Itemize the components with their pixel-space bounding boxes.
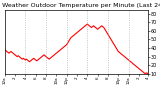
Title: Milwaukee Weather Outdoor Temperature per Minute (Last 24 Hours): Milwaukee Weather Outdoor Temperature pe…: [0, 3, 160, 8]
